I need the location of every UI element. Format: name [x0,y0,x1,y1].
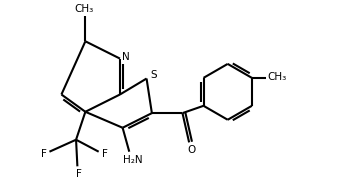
Text: F: F [76,169,81,179]
Text: H₂N: H₂N [123,155,143,165]
Text: CH₃: CH₃ [74,4,94,14]
Text: F: F [41,149,46,159]
Text: CH₃: CH₃ [267,72,286,81]
Text: N: N [122,52,130,62]
Text: F: F [102,149,107,159]
Text: O: O [188,145,196,155]
Text: S: S [151,70,157,80]
